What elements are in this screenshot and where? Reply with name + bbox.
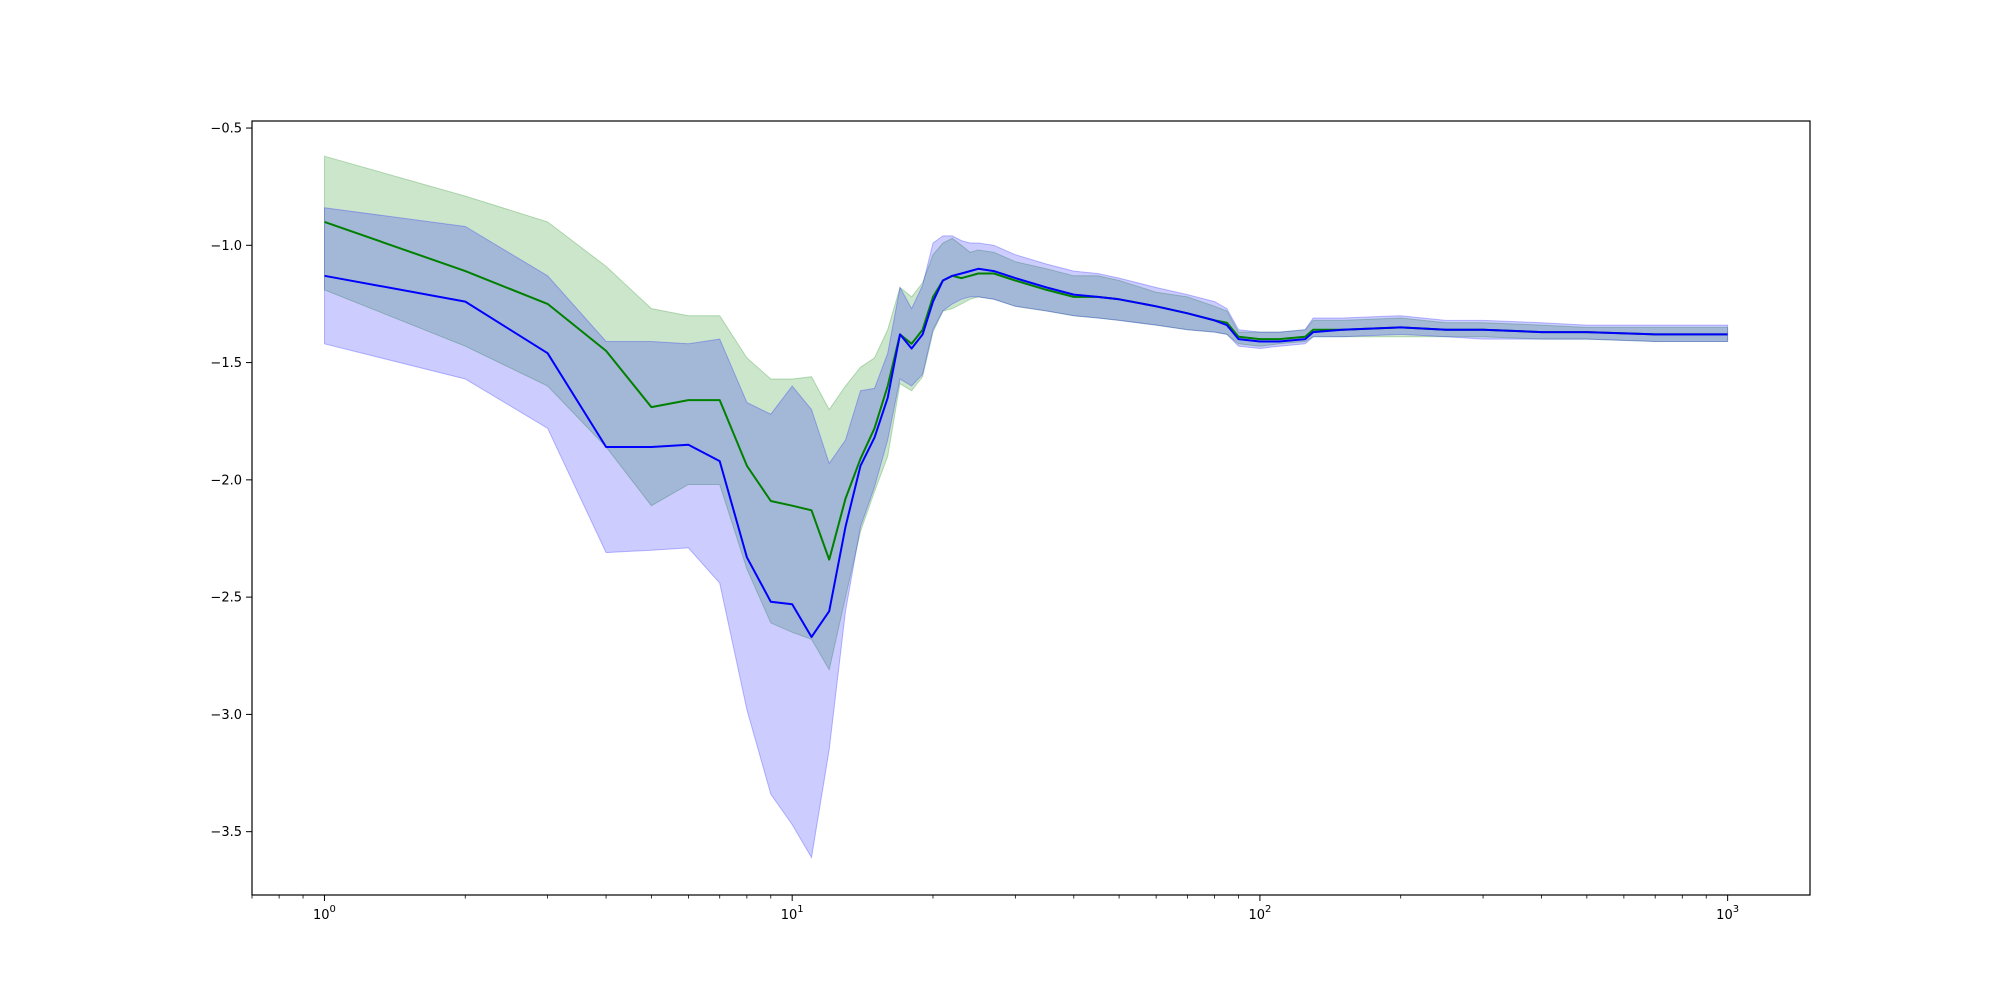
x-tick-label-base: 10 bbox=[313, 908, 330, 923]
x-tick-label: 101 bbox=[781, 904, 804, 923]
x-tick-label: 100 bbox=[313, 904, 336, 923]
y-tick-label: −1.0 bbox=[210, 239, 242, 254]
y-tick-label: −2.0 bbox=[210, 473, 242, 488]
x-axis: 100 101 102 103 bbox=[251, 895, 1739, 923]
x-tick-label-exponent: 3 bbox=[1733, 904, 1739, 915]
x-tick-label-base: 10 bbox=[1716, 908, 1733, 923]
y-axis: −0.5 −1.0 −1.5 −2.0 −2.5 −3.0 −3.5 bbox=[210, 122, 252, 840]
series-2-line bbox=[324, 267, 1728, 638]
x-tick-label: 102 bbox=[1248, 904, 1271, 923]
x-tick-label-base: 10 bbox=[1248, 908, 1265, 923]
series-1-line bbox=[324, 220, 1728, 561]
plot-frame bbox=[251, 120, 1811, 896]
confidence-bands bbox=[324, 155, 1729, 859]
x-tick-label-exponent: 2 bbox=[1265, 904, 1271, 915]
series-1-band bbox=[324, 155, 1729, 672]
y-tick-label: −3.0 bbox=[210, 708, 242, 723]
series-2-band bbox=[324, 207, 1729, 859]
series-lines bbox=[324, 220, 1728, 638]
y-tick-label: −0.5 bbox=[210, 122, 242, 137]
x-tick-label-base: 10 bbox=[781, 908, 798, 923]
x-tick-label-exponent: 1 bbox=[797, 904, 803, 915]
x-tick-label-exponent: 0 bbox=[330, 904, 336, 915]
y-tick-label: −1.5 bbox=[210, 356, 242, 371]
y-tick-label: −2.5 bbox=[210, 591, 242, 606]
x-tick-label: 103 bbox=[1716, 904, 1739, 923]
y-tick-label: −3.5 bbox=[210, 825, 242, 840]
